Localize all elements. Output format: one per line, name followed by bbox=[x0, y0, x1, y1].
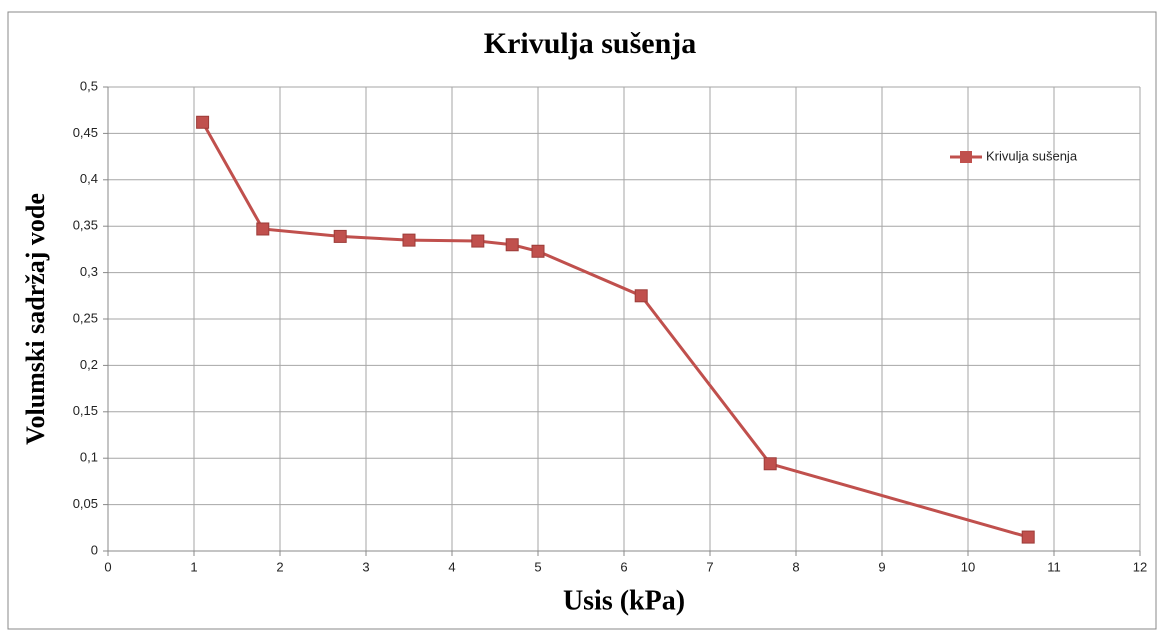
x-tick-label: 4 bbox=[448, 559, 455, 574]
x-tick-label: 0 bbox=[104, 559, 111, 574]
marker bbox=[763, 457, 777, 471]
series-line bbox=[201, 121, 1029, 539]
x-axis-label: Usis (kPa) bbox=[563, 585, 685, 616]
y-axis-label: Volumski sadržaj vode bbox=[21, 193, 50, 445]
marker bbox=[634, 289, 648, 303]
y-tick-label: 0,3 bbox=[80, 264, 98, 279]
marker bbox=[505, 238, 519, 252]
x-tick-label: 8 bbox=[792, 559, 799, 574]
y-tick-label: 0 bbox=[91, 542, 98, 557]
x-tick-label: 12 bbox=[1133, 559, 1147, 574]
y-tick-label: 0,25 bbox=[73, 310, 98, 325]
x-tick-label: 5 bbox=[534, 559, 541, 574]
legend-label: Krivulja sušenja bbox=[986, 148, 1078, 163]
legend-marker bbox=[960, 151, 972, 163]
x-tick-label: 2 bbox=[276, 559, 283, 574]
y-tick-label: 0,1 bbox=[80, 450, 98, 465]
marker bbox=[333, 229, 347, 243]
marker bbox=[256, 222, 270, 236]
x-tick-label: 11 bbox=[1047, 559, 1061, 574]
y-tick-label: 0,45 bbox=[73, 125, 98, 140]
marker bbox=[196, 115, 210, 129]
y-tick-label: 0,05 bbox=[73, 496, 98, 511]
x-tick-label: 3 bbox=[362, 559, 369, 574]
marker bbox=[1021, 530, 1035, 544]
y-tick-label: 0,15 bbox=[73, 403, 98, 418]
x-tick-label: 6 bbox=[620, 559, 627, 574]
x-tick-label: 10 bbox=[961, 559, 975, 574]
x-tick-label: 1 bbox=[190, 559, 197, 574]
marker bbox=[531, 244, 545, 258]
y-tick-label: 0,35 bbox=[73, 218, 98, 233]
y-tick-label: 0,4 bbox=[80, 171, 98, 186]
marker bbox=[471, 234, 485, 248]
marker bbox=[402, 233, 416, 247]
y-tick-label: 0,2 bbox=[80, 357, 98, 372]
x-tick-label: 7 bbox=[706, 559, 713, 574]
y-tick-label: 0,5 bbox=[80, 78, 98, 93]
chart-frame bbox=[7, 11, 1157, 630]
chart-title: Krivulja sušenja bbox=[484, 27, 697, 60]
x-tick-label: 9 bbox=[878, 559, 885, 574]
